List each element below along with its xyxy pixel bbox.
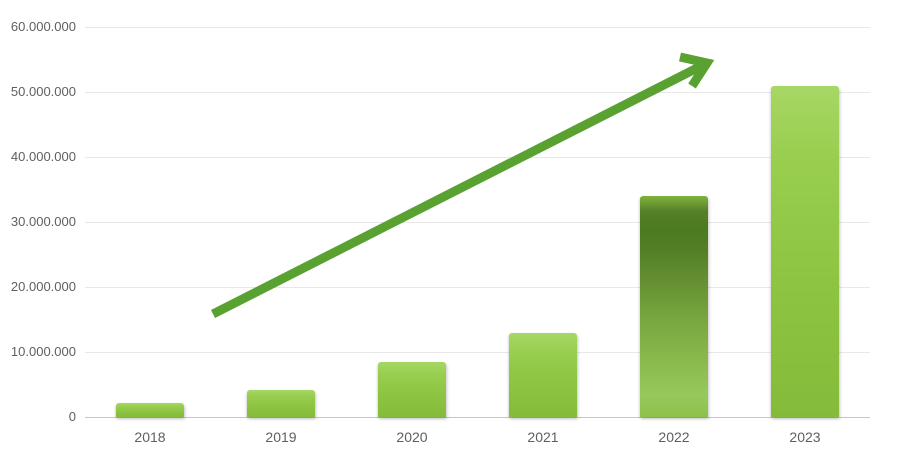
trend-arrow-shaft bbox=[210, 62, 702, 319]
x-axis-label-2022: 2022 bbox=[658, 429, 690, 445]
gridline bbox=[85, 92, 870, 93]
y-tick-label: 40.000.000 bbox=[10, 149, 76, 164]
gridline bbox=[85, 352, 870, 353]
y-tick-label: 30.000.000 bbox=[10, 214, 76, 229]
bar-2019 bbox=[247, 389, 315, 417]
x-axis-label-2018: 2018 bbox=[134, 429, 166, 445]
y-tick-label: 10.000.000 bbox=[10, 344, 76, 359]
gridline bbox=[85, 222, 870, 223]
y-tick-label: 60.000.000 bbox=[10, 19, 76, 34]
bar-2022 bbox=[640, 196, 708, 417]
y-tick-label: 0 bbox=[68, 409, 76, 424]
bar-2023 bbox=[771, 85, 839, 417]
x-axis-label-2021: 2021 bbox=[527, 429, 559, 445]
x-axis-label-2019: 2019 bbox=[265, 429, 297, 445]
gridline bbox=[85, 27, 870, 28]
y-tick-label: 50.000.000 bbox=[10, 84, 76, 99]
trend-arrow-head-icon bbox=[679, 52, 715, 89]
bar-2018 bbox=[116, 402, 184, 417]
x-axis-label-2023: 2023 bbox=[789, 429, 821, 445]
x-axis-line bbox=[85, 417, 870, 418]
gridline bbox=[85, 287, 870, 288]
bar-2021 bbox=[509, 332, 577, 417]
gridline bbox=[85, 157, 870, 158]
y-tick-label: 20.000.000 bbox=[10, 279, 76, 294]
bar-2020 bbox=[378, 361, 446, 417]
x-axis-label-2020: 2020 bbox=[396, 429, 428, 445]
